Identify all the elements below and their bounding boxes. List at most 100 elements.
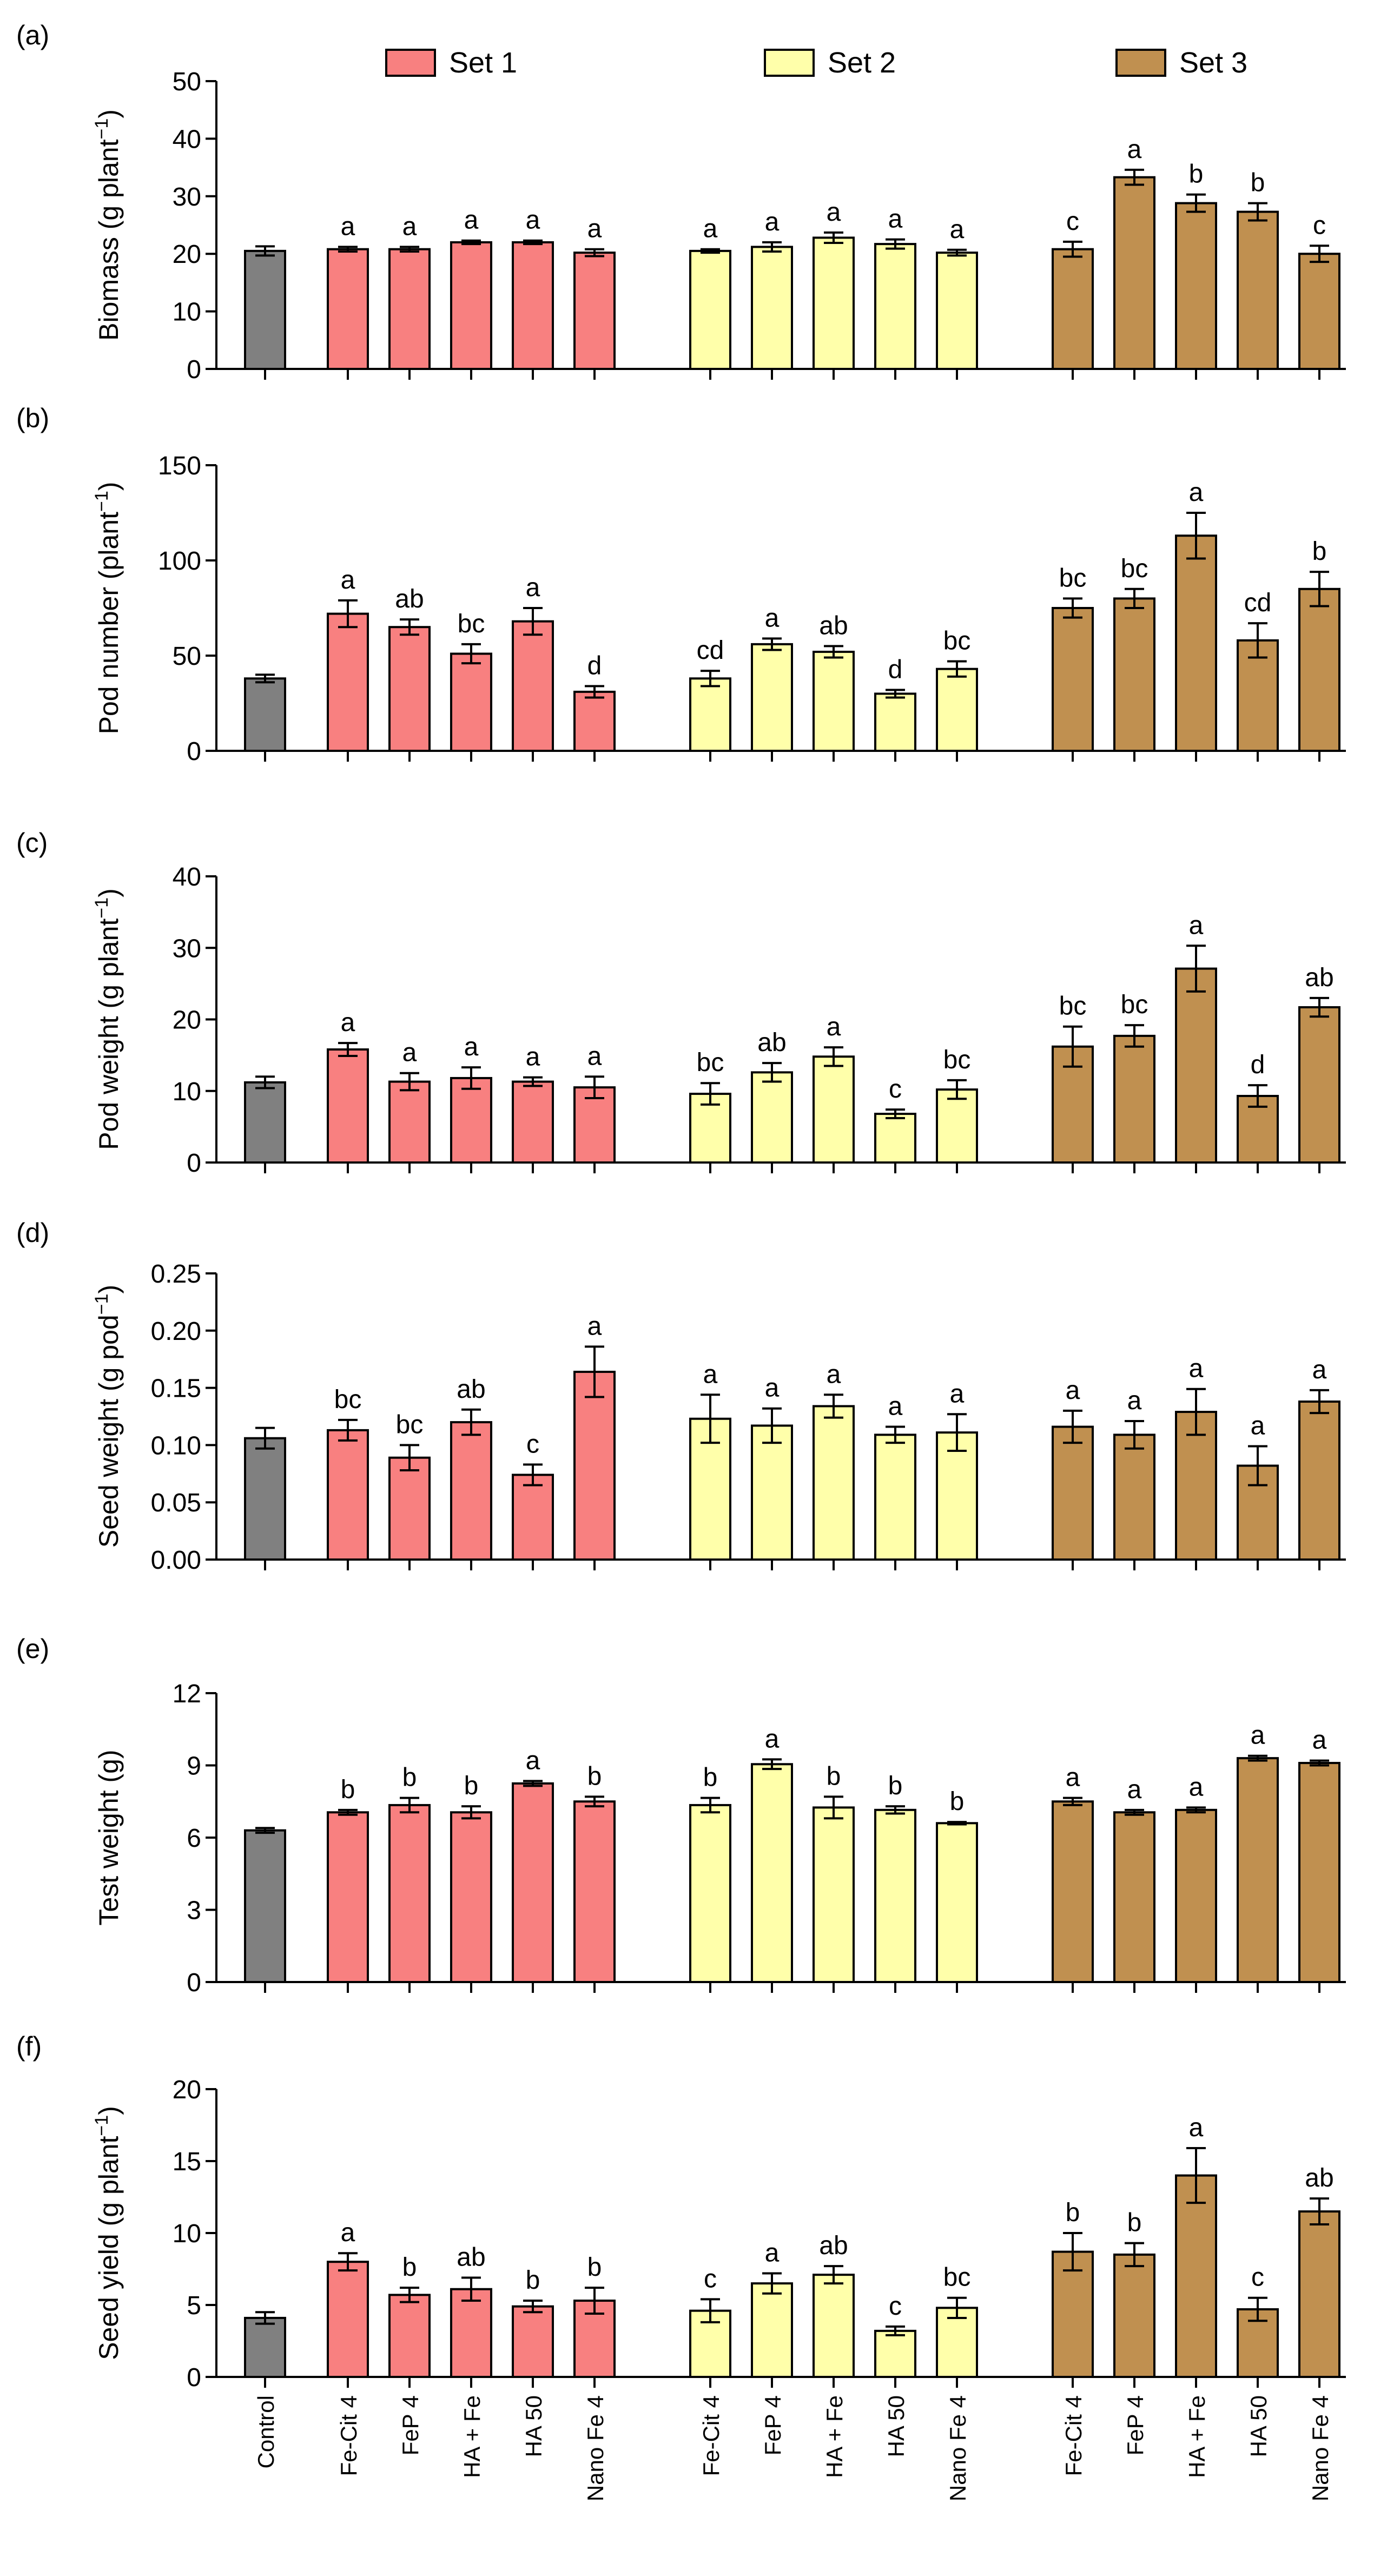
- bar: [1113, 2253, 1155, 2378]
- bar: [388, 2294, 431, 2378]
- significance-letter: bc: [943, 627, 971, 656]
- bar: [1298, 1400, 1340, 1561]
- legend-item: Set 3: [1115, 47, 1247, 79]
- significance-letter: c: [526, 1430, 539, 1458]
- significance-letter: a: [526, 573, 540, 602]
- bar: [573, 252, 616, 370]
- bar: [1052, 1425, 1094, 1561]
- y-tick-label: 100: [158, 547, 201, 576]
- significance-letter: a: [587, 1312, 602, 1340]
- significance-letter: ab: [1305, 2164, 1333, 2192]
- significance-letter: a: [1312, 1356, 1327, 1384]
- bar: [244, 249, 286, 370]
- significance-letter: a: [888, 1392, 903, 1421]
- x-category-label: HA + Fe: [1184, 2395, 1210, 2478]
- significance-letter: a: [1189, 911, 1204, 940]
- significance-letter: a: [1251, 1721, 1265, 1750]
- significance-letter: b: [587, 2253, 602, 2282]
- legend-label: Set 3: [1179, 47, 1247, 79]
- x-category-label: HA 50: [521, 2395, 546, 2457]
- bar: [327, 2261, 369, 2379]
- significance-letter: a: [827, 1013, 841, 1041]
- bar: [751, 2282, 793, 2379]
- y-axis-label: Seed weight (g pod−1): [91, 1285, 124, 1548]
- bar: [327, 248, 369, 370]
- bar: [450, 1076, 492, 1164]
- significance-letter: c: [704, 2264, 717, 2293]
- x-category-label: FeP 4: [1122, 2395, 1148, 2455]
- significance-letter: a: [587, 215, 602, 243]
- bar: [450, 652, 492, 752]
- bar: [327, 1811, 369, 1983]
- significance-letter: c: [889, 1075, 902, 1104]
- y-tick-label: 20: [173, 240, 201, 269]
- significance-letter: d: [1251, 1051, 1265, 1079]
- panel-label: (d): [16, 1218, 49, 1248]
- y-tick-label: 20: [173, 2076, 201, 2104]
- bar: [874, 692, 916, 752]
- significance-letter: a: [464, 1033, 479, 1061]
- significance-letter: b: [526, 2266, 540, 2295]
- bar: [388, 1080, 431, 1164]
- bar: [813, 1055, 855, 1164]
- significance-letter: a: [1066, 1763, 1080, 1792]
- bar: [388, 626, 431, 752]
- significance-letter: ab: [757, 1028, 786, 1057]
- y-tick-label: 10: [173, 1078, 201, 1106]
- significance-letter: a: [341, 1008, 355, 1037]
- significance-letter: ab: [457, 1375, 485, 1404]
- bar: [512, 1474, 554, 1561]
- y-tick-label: 10: [173, 298, 201, 327]
- y-tick-label: 0: [187, 355, 201, 384]
- significance-letter: b: [888, 1772, 903, 1800]
- significance-letter: bc: [697, 1048, 724, 1077]
- y-tick-label: 3: [187, 1897, 201, 1925]
- bar: [936, 1822, 978, 1984]
- y-tick-label: 0.00: [151, 1546, 201, 1575]
- bar: [936, 252, 978, 370]
- y-tick-label: 10: [173, 2220, 201, 2248]
- x-category-label: Nano Fe 4: [583, 2395, 608, 2501]
- y-tick-label: 0.20: [151, 1317, 201, 1346]
- x-category-label: Nano Fe 4: [945, 2395, 970, 2501]
- significance-letter: a: [1312, 1726, 1327, 1755]
- bar: [512, 241, 554, 371]
- y-tick-label: 5: [187, 2291, 201, 2320]
- bar: [327, 1429, 369, 1561]
- significance-letter: a: [402, 212, 417, 241]
- significance-letter: a: [1127, 1386, 1142, 1415]
- significance-letter: c: [1066, 207, 1079, 236]
- significance-letter: a: [827, 198, 841, 227]
- significance-letter: a: [950, 215, 965, 244]
- significance-letter: a: [765, 604, 780, 632]
- y-axis-label: Test weight (g): [94, 1749, 124, 1925]
- bar: [751, 246, 793, 370]
- bar: [1113, 1034, 1155, 1164]
- bar: [244, 2316, 286, 2378]
- significance-letter: a: [765, 1374, 780, 1403]
- bar: [1175, 967, 1217, 1164]
- bar: [388, 1804, 431, 1984]
- bar: [244, 1081, 286, 1164]
- bar: [573, 1370, 616, 1561]
- x-category-label: HA 50: [1246, 2395, 1271, 2457]
- significance-letter: b: [1312, 537, 1327, 566]
- significance-letter: ab: [395, 585, 424, 613]
- significance-letter: a: [950, 1379, 965, 1408]
- significance-letter: a: [1127, 1775, 1142, 1804]
- legend: Set 1 Set 2 Set 3: [385, 47, 1247, 79]
- significance-letter: a: [526, 1043, 540, 1072]
- significance-letter: c: [1251, 2263, 1264, 2292]
- significance-letter: cd: [1244, 589, 1272, 617]
- y-tick-label: 15: [173, 2148, 201, 2176]
- bar: [874, 2329, 916, 2378]
- bar: [244, 677, 286, 752]
- legend-label: Set 2: [828, 47, 896, 79]
- y-tick-label: 0.05: [151, 1489, 201, 1517]
- panel-label: (e): [16, 1634, 49, 1664]
- bar: [512, 1080, 554, 1164]
- significance-letter: a: [827, 1360, 841, 1389]
- y-tick-label: 30: [173, 183, 201, 212]
- significance-letter: d: [888, 655, 903, 684]
- bar: [874, 1113, 916, 1164]
